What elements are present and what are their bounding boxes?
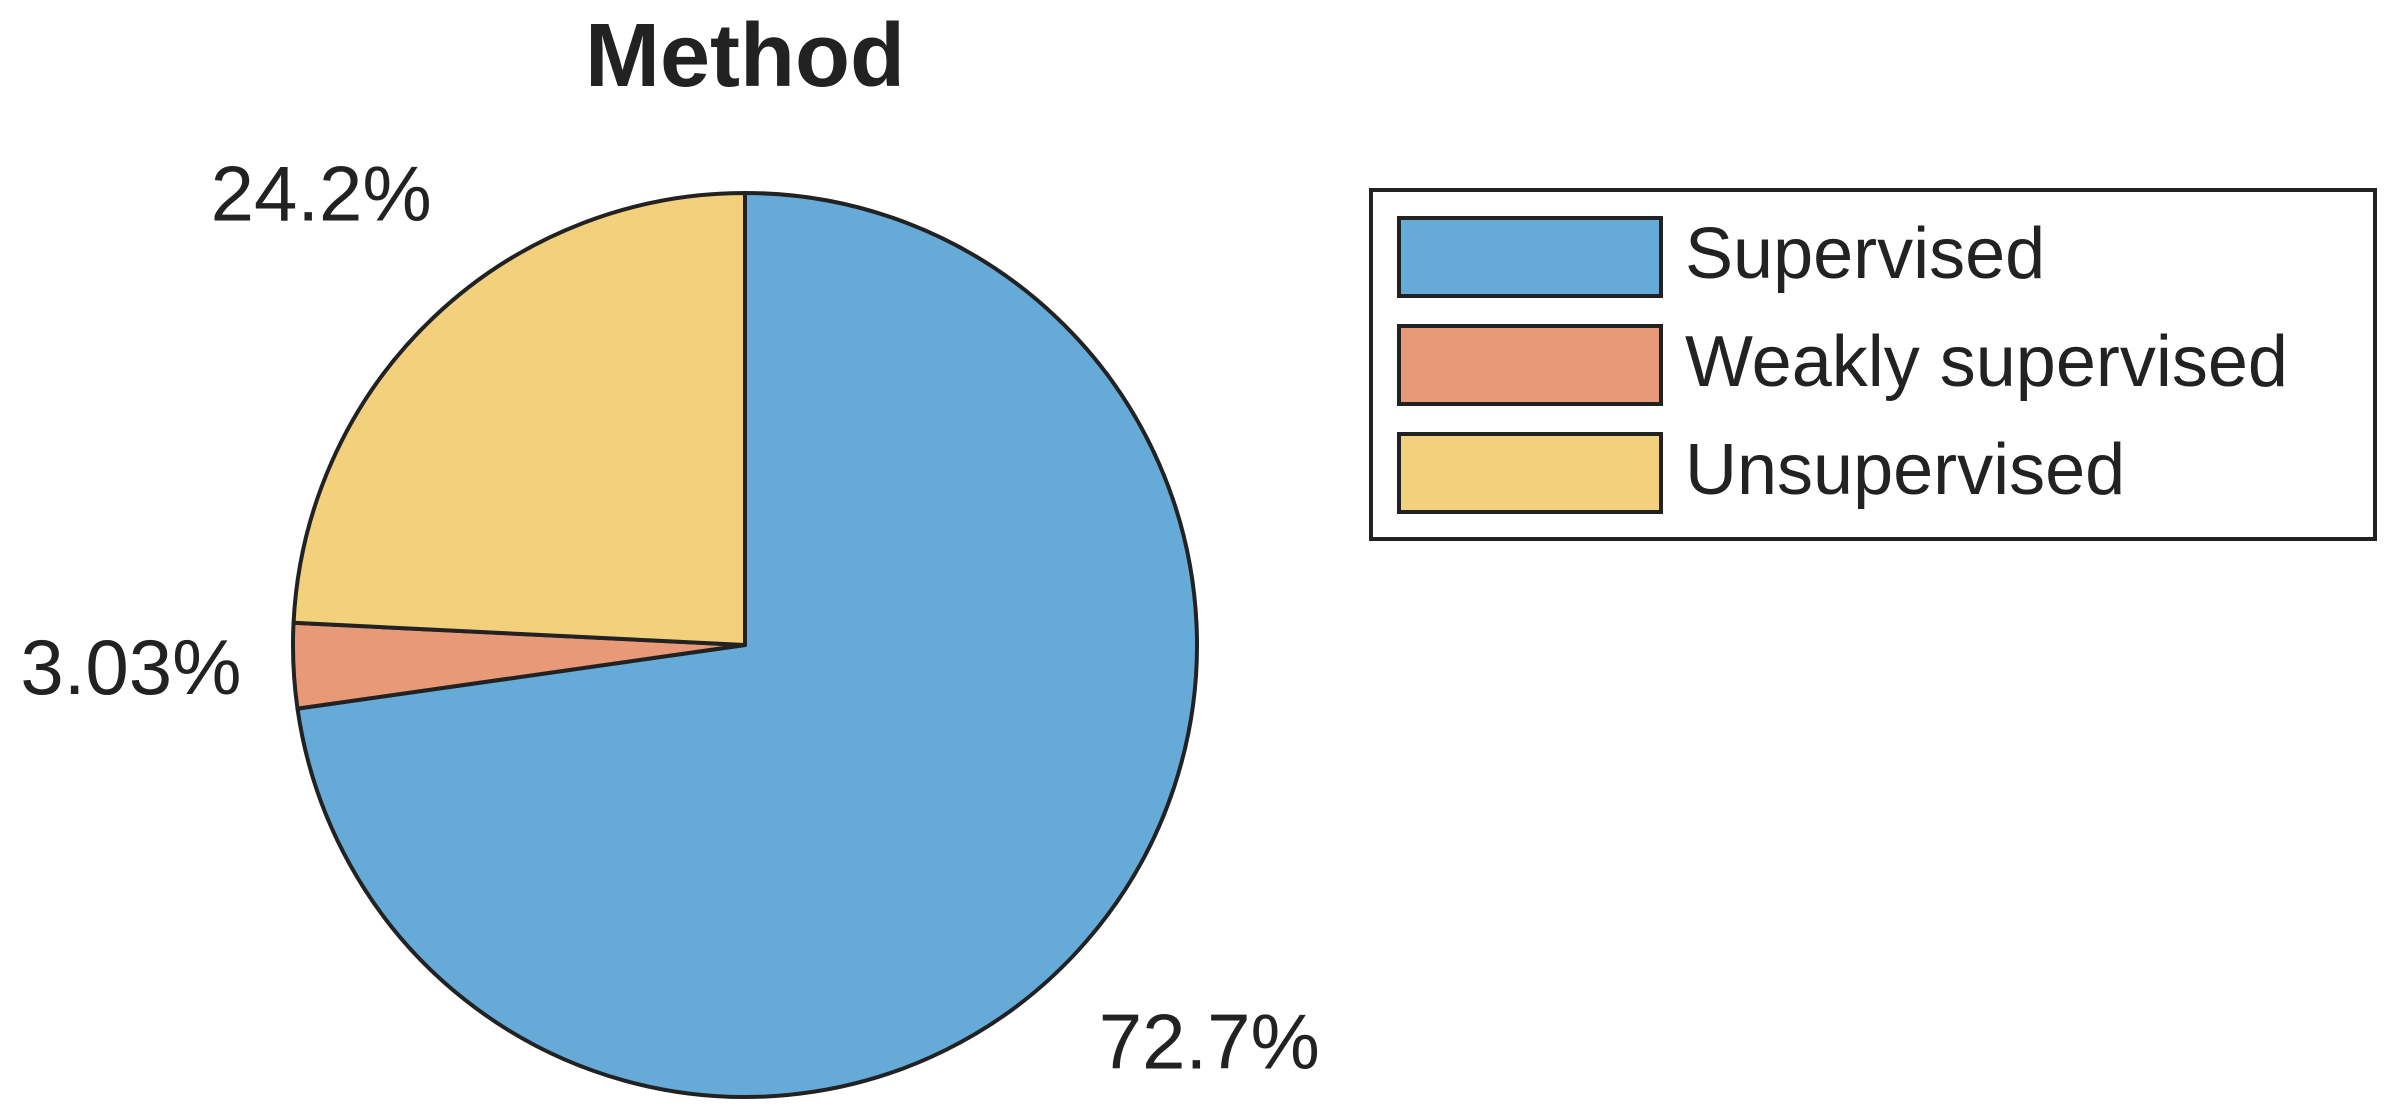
- legend-swatch: [1397, 432, 1663, 514]
- legend-swatch: [1397, 324, 1663, 406]
- pie-slice: [295, 191, 1199, 1099]
- legend-label: Unsupervised: [1685, 430, 2125, 510]
- legend-label: Weakly supervised: [1685, 322, 2288, 402]
- slice-label: 72.7%: [1099, 998, 1320, 1086]
- slice-label: 3.03%: [20, 623, 241, 711]
- chart-title: Method: [585, 6, 905, 106]
- legend-swatch: [1397, 216, 1663, 298]
- legend-label: Supervised: [1685, 214, 2045, 294]
- slice-label: 24.2%: [211, 149, 432, 237]
- pie-slice: [291, 191, 747, 647]
